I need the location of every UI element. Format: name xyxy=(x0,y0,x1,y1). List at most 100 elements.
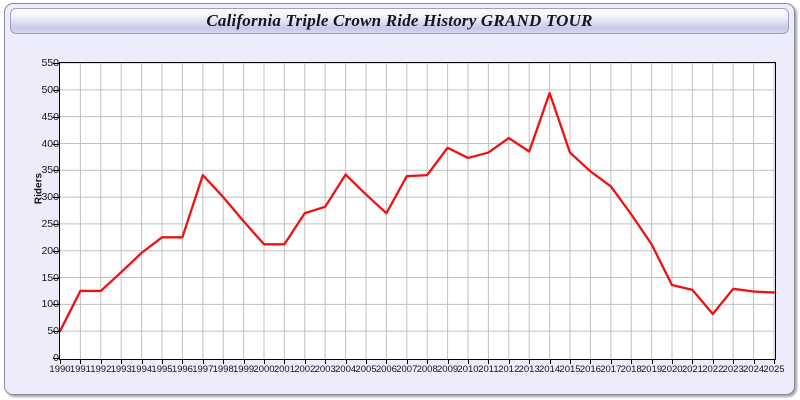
x-tick-label: 2018 xyxy=(620,364,642,375)
x-tick-label: 2024 xyxy=(743,364,765,375)
x-tick-label: 1990 xyxy=(49,364,71,375)
x-tick-mark xyxy=(345,360,347,364)
x-tick-label: 2008 xyxy=(416,364,438,375)
x-tick-label: 2005 xyxy=(355,364,377,375)
x-tick-label: 1999 xyxy=(233,364,255,375)
x-tick-label: 1991 xyxy=(69,364,91,375)
plot-area xyxy=(59,62,776,360)
x-tick-label: 2021 xyxy=(681,364,703,375)
y-tick-label: 250 xyxy=(41,217,59,230)
x-tick-label: 2017 xyxy=(600,364,622,375)
y-tick-mark xyxy=(53,89,59,91)
x-tick-label: 2010 xyxy=(457,364,479,375)
x-tick-mark xyxy=(488,360,490,364)
x-tick-mark xyxy=(223,360,225,364)
x-tick-label: 2000 xyxy=(253,364,275,375)
x-tick-label: 2009 xyxy=(437,364,459,375)
y-tick-mark xyxy=(53,143,59,145)
line-chart-svg xyxy=(60,63,775,359)
x-tick-label: 2012 xyxy=(498,364,520,375)
x-tick-mark xyxy=(121,360,123,364)
x-tick-mark xyxy=(570,360,571,364)
x-tick-mark xyxy=(712,360,714,364)
x-tick-label: 1994 xyxy=(131,364,153,375)
x-tick-mark xyxy=(406,360,408,364)
x-tick-mark xyxy=(733,360,735,364)
x-tick-mark xyxy=(651,360,653,364)
x-tick-label: 2003 xyxy=(314,364,336,375)
y-tick-mark xyxy=(53,250,59,252)
x-tick-mark xyxy=(468,360,469,364)
x-tick-label: 1997 xyxy=(192,364,214,375)
page-title: California Triple Crown Ride History GRA… xyxy=(206,11,593,30)
x-tick-mark xyxy=(60,360,61,364)
y-tick-mark xyxy=(53,277,59,279)
x-tick-mark xyxy=(202,360,204,364)
y-tick-mark xyxy=(53,170,59,172)
x-tick-mark xyxy=(590,360,592,364)
x-tick-mark xyxy=(774,360,775,364)
x-tick-mark xyxy=(447,360,449,364)
y-tick-mark xyxy=(53,116,59,118)
y-tick-mark xyxy=(53,331,59,333)
y-tick-mark xyxy=(53,63,59,64)
y-tick-label: 450 xyxy=(41,110,59,123)
x-tick-label: 2002 xyxy=(294,364,316,375)
y-tick-label: 350 xyxy=(41,164,59,177)
x-tick-mark xyxy=(427,360,429,364)
y-tick-label: 150 xyxy=(41,271,59,284)
x-tick-label: 2023 xyxy=(722,364,744,375)
x-tick-mark xyxy=(386,360,388,364)
x-tick-mark xyxy=(284,360,286,364)
x-tick-mark xyxy=(100,360,102,364)
x-tick-label: 2025 xyxy=(763,364,785,375)
x-tick-label: 2011 xyxy=(478,364,499,375)
x-tick-mark xyxy=(141,360,143,364)
y-tick-label: 200 xyxy=(41,244,59,257)
x-tick-label: 1993 xyxy=(110,364,132,375)
x-tick-label: 2013 xyxy=(518,364,540,375)
x-tick-mark xyxy=(672,360,673,364)
x-tick-mark xyxy=(529,360,531,364)
x-tick-label: 2019 xyxy=(641,364,663,375)
x-tick-mark xyxy=(304,360,306,364)
y-tick-label: 550 xyxy=(41,57,59,69)
x-tick-label: 2007 xyxy=(396,364,418,375)
x-tick-label: 1996 xyxy=(171,364,193,375)
x-tick-mark xyxy=(508,360,510,364)
x-tick-mark xyxy=(753,360,755,364)
window-titlebar: California Triple Crown Ride History GRA… xyxy=(10,8,789,34)
y-tick-mark xyxy=(53,358,59,359)
x-tick-label: 1995 xyxy=(151,364,173,375)
x-tick-mark xyxy=(80,360,82,364)
series-line-0 xyxy=(60,91,775,333)
x-tick-mark xyxy=(162,360,163,364)
x-tick-mark xyxy=(610,360,612,364)
y-tick-mark xyxy=(53,304,59,306)
y-tick-label: 500 xyxy=(41,83,59,96)
x-tick-mark xyxy=(631,360,633,364)
x-tick-label: 1998 xyxy=(212,364,234,375)
x-tick-label: 2006 xyxy=(375,364,397,375)
y-tick-label: 100 xyxy=(41,298,59,311)
y-tick-mark xyxy=(53,197,59,199)
x-tick-mark xyxy=(264,360,265,364)
x-tick-mark xyxy=(325,360,327,364)
x-axis-ticks: 1990 1991 1992 1993 1994 1995 1996 1997 1998 1999… xyxy=(5,35,794,394)
x-tick-label: 2020 xyxy=(661,364,683,375)
x-tick-label: 2014 xyxy=(539,364,561,375)
chart-body: 050100150200250300350400450500550 Riders… xyxy=(5,35,794,394)
x-tick-label: 1992 xyxy=(90,364,112,375)
y-tick-mark xyxy=(53,223,59,225)
x-tick-label: 2015 xyxy=(559,364,581,375)
x-tick-mark xyxy=(243,360,245,364)
x-tick-mark xyxy=(366,360,367,364)
x-tick-label: 2016 xyxy=(579,364,601,375)
x-tick-mark xyxy=(182,360,184,364)
x-tick-label: 2004 xyxy=(335,364,357,375)
x-tick-mark xyxy=(692,360,694,364)
x-tick-label: 2001 xyxy=(273,364,295,375)
y-tick-label: 300 xyxy=(41,191,59,204)
y-tick-label: 400 xyxy=(41,137,59,150)
